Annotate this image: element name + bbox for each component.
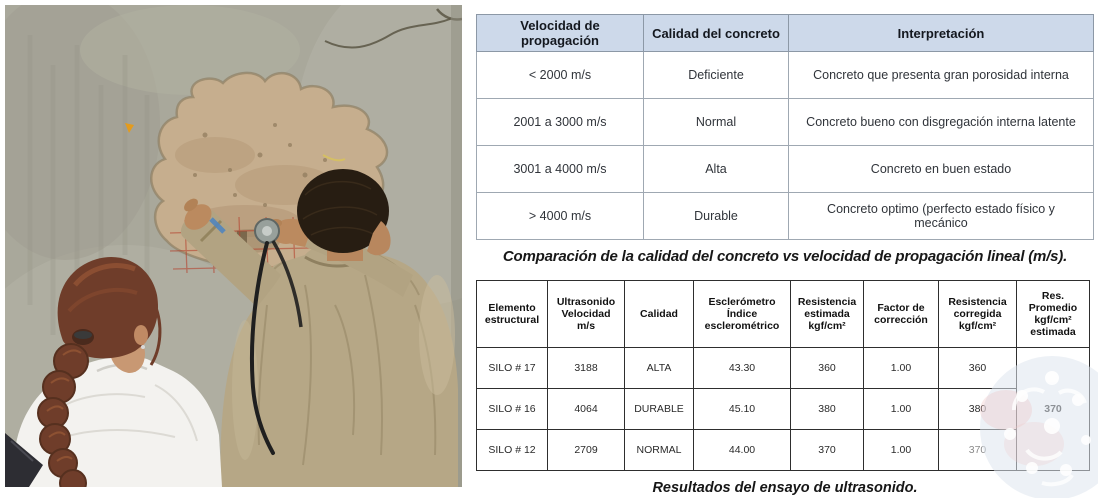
column-header-calidad: Calidad	[624, 280, 694, 348]
table-cell: 1.00	[863, 347, 939, 389]
column-header-resistencia-estimada: Resistencia estimada kgf/cm²	[790, 280, 864, 348]
table-cell: Concreto en buen estado	[788, 145, 1094, 193]
table-row: 2001 a 3000 m/s Normal Concreto bueno co…	[476, 98, 1094, 146]
table-cell: 370	[790, 429, 864, 471]
table-header-row: Elemento estructural Ultrasonido Velocid…	[476, 280, 1090, 348]
field-test-photo	[5, 5, 462, 487]
column-header-resistencia-corregida: Resistencia corregida kgf/cm²	[938, 280, 1017, 348]
table-cell: 1.00	[863, 429, 939, 471]
table-cell: SILO # 17	[476, 347, 548, 389]
table-row: < 2000 m/s Deficiente Concreto que prese…	[476, 51, 1094, 99]
column-header-calidad: Calidad del concreto	[643, 14, 789, 52]
column-header-velocidad: Velocidad de propagación	[476, 14, 644, 52]
table-cell: 360	[790, 347, 864, 389]
field-test-scene	[5, 5, 462, 487]
column-header-elemento: Elemento estructural	[476, 280, 548, 348]
column-header-interpretacion: Interpretación	[788, 14, 1094, 52]
table-cell: SILO # 16	[476, 388, 548, 430]
wall-crack	[324, 18, 451, 49]
res-promedio-merged-cell: 370	[1016, 347, 1090, 471]
observer	[5, 256, 222, 487]
table-row-silo-17: SILO # 17 3188 ALTA 43.30 360 1.00 360 3…	[476, 347, 1090, 471]
earring	[141, 345, 145, 349]
column-header-res-promedio: Res. Promedio kgf/cm² estimada	[1016, 280, 1090, 348]
table-cell: 380	[938, 388, 1017, 430]
table-cell: 370	[938, 429, 1017, 471]
table-cell: 45.10	[693, 388, 791, 430]
table-cell: 360	[938, 347, 1017, 389]
column-header-factor-correccion: Factor de corrección	[863, 280, 939, 348]
table2-caption: Resultados del ensayo de ultrasonido.	[652, 480, 918, 496]
table-cell: Concreto que presenta gran porosidad int…	[788, 51, 1094, 99]
table-row-silo-12: SILO # 12 2709 NORMAL 44.00 370 1.00 370	[476, 429, 1090, 471]
table-cell: 2001 a 3000 m/s	[476, 98, 644, 146]
table-cell: < 2000 m/s	[476, 51, 644, 99]
table-cell: 1.00	[863, 388, 939, 430]
column-header-esclerometro: Esclerómetro Índice esclerométrico	[693, 280, 791, 348]
table-cell: Deficiente	[643, 51, 789, 99]
table-cell: DURABLE	[624, 388, 694, 430]
table-cell: 44.00	[693, 429, 791, 471]
table-header-row: Velocidad de propagación Calidad del con…	[476, 14, 1094, 52]
column-header-ultrasonido: Ultrasonido Velocidad m/s	[547, 280, 625, 348]
table-row: > 4000 m/s Durable Concreto optimo (perf…	[476, 192, 1094, 240]
yellow-marker	[125, 123, 134, 133]
table-cell: 3188	[547, 347, 625, 389]
probe-cable	[249, 241, 275, 455]
table-cell: SILO # 12	[476, 429, 548, 471]
ultrasound-results-table: Elemento estructural Ultrasonido Velocid…	[476, 280, 1090, 471]
table-cell: 3001 a 4000 m/s	[476, 145, 644, 193]
table-cell: 43.30	[693, 347, 791, 389]
table-cell: ALTA	[624, 347, 694, 389]
table-cell: NORMAL	[624, 429, 694, 471]
table-cell: Alta	[643, 145, 789, 193]
table-row-silo-16: SILO # 16 4064 DURABLE 45.10 380 1.00 38…	[476, 388, 1090, 430]
table-cell: Concreto bueno con disgregación interna …	[788, 98, 1094, 146]
table-row: 3001 a 4000 m/s Alta Concreto en buen es…	[476, 145, 1094, 193]
table1-caption: Comparación de la calidad del concreto v…	[502, 248, 1068, 265]
figure-right-column: Velocidad de propagación Calidad del con…	[476, 14, 1094, 498]
velocity-quality-table: Velocidad de propagación Calidad del con…	[476, 14, 1094, 240]
technician	[180, 169, 458, 487]
table-cell: Normal	[643, 98, 789, 146]
table-cell: > 4000 m/s	[476, 192, 644, 240]
technician-left-arm	[180, 208, 281, 307]
table-cell: Concreto optimo (perfecto estado físico …	[788, 192, 1094, 240]
table-cell: 4064	[547, 388, 625, 430]
blue-bracelet	[209, 217, 226, 234]
table-cell: 2709	[547, 429, 625, 471]
table-cell: Durable	[643, 192, 789, 240]
shoulder-strap	[5, 433, 43, 487]
table-cell: 380	[790, 388, 864, 430]
